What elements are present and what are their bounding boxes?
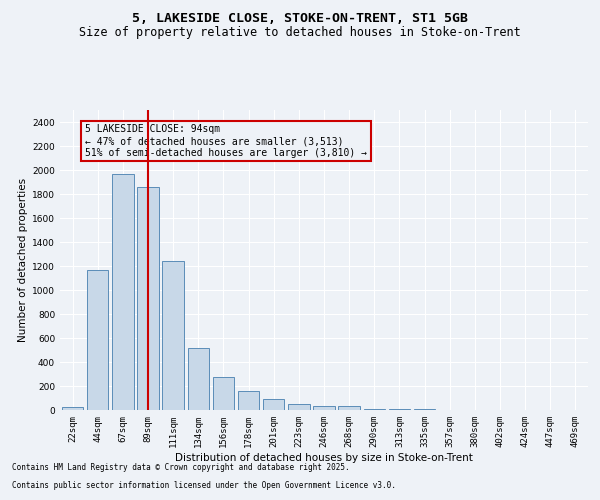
Text: 5, LAKESIDE CLOSE, STOKE-ON-TRENT, ST1 5GB: 5, LAKESIDE CLOSE, STOKE-ON-TRENT, ST1 5… xyxy=(132,12,468,26)
Bar xyxy=(389,409,410,410)
Bar xyxy=(137,188,158,410)
Text: 5 LAKESIDE CLOSE: 94sqm
← 47% of detached houses are smaller (3,513)
51% of semi: 5 LAKESIDE CLOSE: 94sqm ← 47% of detache… xyxy=(85,124,367,158)
Y-axis label: Number of detached properties: Number of detached properties xyxy=(18,178,28,342)
Bar xyxy=(62,407,83,410)
Bar xyxy=(238,392,259,410)
Text: Size of property relative to detached houses in Stoke-on-Trent: Size of property relative to detached ho… xyxy=(79,26,521,39)
Bar xyxy=(112,174,134,410)
Bar xyxy=(263,399,284,410)
Bar xyxy=(87,270,109,410)
Text: Contains public sector information licensed under the Open Government Licence v3: Contains public sector information licen… xyxy=(12,481,396,490)
X-axis label: Distribution of detached houses by size in Stoke-on-Trent: Distribution of detached houses by size … xyxy=(175,452,473,462)
Bar xyxy=(364,409,385,410)
Bar xyxy=(313,406,335,410)
Bar xyxy=(213,377,234,410)
Bar xyxy=(288,404,310,410)
Bar xyxy=(163,260,184,410)
Text: Contains HM Land Registry data © Crown copyright and database right 2025.: Contains HM Land Registry data © Crown c… xyxy=(12,464,350,472)
Bar xyxy=(188,348,209,410)
Bar xyxy=(338,406,360,410)
